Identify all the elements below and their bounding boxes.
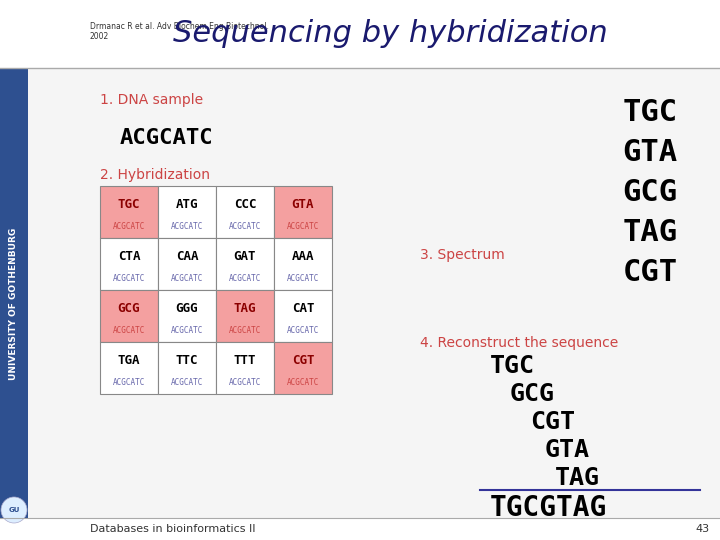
Bar [216,238,274,290]
Text: TAG: TAG [555,466,600,490]
Bar [216,186,274,238]
Text: 2. Hybridization: 2. Hybridization [100,168,210,182]
Text: ACGCATC: ACGCATC [229,222,261,231]
Bar [100,290,158,342]
Text: ACGCATC: ACGCATC [229,274,261,283]
Text: 43: 43 [696,524,710,534]
Text: ACGCATC: ACGCATC [171,274,203,283]
Text: TGCGTAG: TGCGTAG [490,494,607,522]
Text: ACGCATC: ACGCATC [287,222,319,231]
Text: TAG: TAG [234,302,256,315]
Bar [216,342,274,394]
Text: GCG: GCG [622,178,678,207]
Text: ACGCATC: ACGCATC [113,326,145,335]
Text: CGT: CGT [292,354,314,367]
Text: 4. Reconstruct the sequence: 4. Reconstruct the sequence [420,336,618,350]
Text: CGT: CGT [530,410,575,434]
Text: TGC: TGC [490,354,535,378]
Text: 3. Spectrum: 3. Spectrum [420,248,505,262]
Bar [0,0,720,68]
Bar [0,518,720,540]
Text: TTC: TTC [176,354,198,367]
Bar [100,186,158,238]
Text: CAT: CAT [292,302,314,315]
Text: GTA: GTA [622,138,678,167]
Bar [158,238,216,290]
Text: GCG: GCG [118,302,140,315]
Text: GCG: GCG [510,382,555,406]
Bar [158,290,216,342]
Text: ACGCATC: ACGCATC [229,326,261,335]
Text: ACGCATC: ACGCATC [120,128,214,148]
Text: Drmanac R et al. Adv Biochem Eng Biotechnol.
2002: Drmanac R et al. Adv Biochem Eng Biotech… [90,22,269,42]
Bar [216,290,274,342]
Text: GTA: GTA [292,198,314,211]
Text: ACGCATC: ACGCATC [171,378,203,387]
Bar [100,342,158,394]
Text: ACGCATC: ACGCATC [287,326,319,335]
Bar [158,342,216,394]
Text: TTT: TTT [234,354,256,367]
Text: TGC: TGC [118,198,140,211]
Text: GU: GU [9,507,19,513]
Text: ACGCATC: ACGCATC [113,222,145,231]
Text: TGA: TGA [118,354,140,367]
Bar [274,238,332,290]
Text: TGC: TGC [622,98,678,127]
Text: Databases in bioinformatics II: Databases in bioinformatics II [90,524,256,534]
Text: GAT: GAT [234,250,256,263]
Bar [274,290,332,342]
Text: AAA: AAA [292,250,314,263]
Text: CTA: CTA [118,250,140,263]
Text: CAA: CAA [176,250,198,263]
Text: 1. DNA sample: 1. DNA sample [100,93,203,107]
Text: TAG: TAG [622,218,678,247]
Text: ACGCATC: ACGCATC [287,378,319,387]
Bar [274,342,332,394]
Bar [100,238,158,290]
Text: ACGCATC: ACGCATC [229,378,261,387]
Text: ACGCATC: ACGCATC [287,274,319,283]
Circle shape [1,497,27,523]
Bar [158,186,216,238]
Text: GTA: GTA [545,438,590,462]
Text: ACGCATC: ACGCATC [171,222,203,231]
Text: CGT: CGT [622,258,678,287]
Text: UNIVERSITY OF GOTHENBURG: UNIVERSITY OF GOTHENBURG [9,228,19,380]
Text: GGG: GGG [176,302,198,315]
Text: Sequencing by hybridization: Sequencing by hybridization [173,19,608,49]
Text: ACGCATC: ACGCATC [113,274,145,283]
Bar [274,186,332,238]
Text: ATG: ATG [176,198,198,211]
Text: CCC: CCC [234,198,256,211]
Text: ACGCATC: ACGCATC [113,378,145,387]
Text: ACGCATC: ACGCATC [171,326,203,335]
Bar [0,68,28,540]
